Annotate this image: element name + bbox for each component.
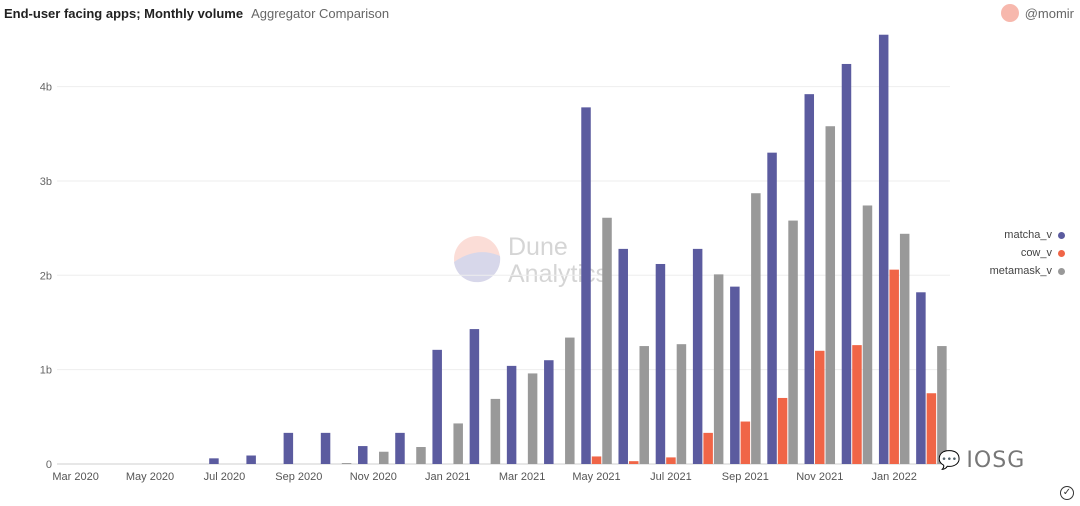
bar-metamask_v-8[interactable] (379, 451, 389, 464)
legend-item-cow[interactable]: cow_v (975, 244, 1065, 262)
bar-cow_v-16[interactable] (666, 457, 676, 464)
chart-header: End-user facing apps; Monthly volume Agg… (4, 6, 389, 24)
x-tick-label: Jan 2022 (872, 471, 917, 483)
y-axis: 0 1b 2b 3b 4b (40, 82, 52, 471)
bar-metamask_v-12[interactable] (527, 373, 538, 464)
bar-matcha_v-17[interactable] (692, 248, 703, 464)
x-tick-label: Jul 2020 (204, 471, 246, 483)
bar-matcha_v-23[interactable] (916, 292, 926, 464)
x-tick-label: Sep 2021 (722, 471, 769, 483)
bar-cow_v-22[interactable] (889, 269, 899, 464)
dune-wordmark-line1: Dune (508, 233, 568, 261)
x-axis: Mar 2020 May 2020 Jul 2020 Sep 2020 Nov 2020… (52, 471, 916, 483)
bar-metamask_v-10[interactable] (453, 423, 463, 464)
bar-metamask_v-23[interactable] (937, 346, 947, 464)
bar-matcha_v-13[interactable] (544, 360, 554, 464)
author-handle[interactable]: @momir (1024, 5, 1074, 21)
x-tick-label: Jul 2021 (650, 471, 692, 483)
bar-cow_v-14[interactable] (591, 456, 602, 464)
bar-matcha_v-19[interactable] (767, 152, 777, 465)
chart-subtitle: Aggregator Comparison (251, 6, 390, 21)
bar-matcha_v-22[interactable] (878, 34, 889, 464)
dune-logo-shadow (454, 252, 501, 283)
bar-matcha_v-16[interactable] (655, 263, 666, 464)
x-tick-label: Mar 2021 (499, 471, 545, 483)
bar-cow_v-19[interactable] (777, 397, 788, 464)
bar-metamask_v-15[interactable] (639, 346, 649, 464)
y-tick-label: 4b (40, 82, 52, 94)
bar-matcha_v-21[interactable] (841, 63, 852, 465)
bar-matcha_v-10[interactable] (432, 349, 442, 464)
bar-matcha_v-14[interactable] (581, 107, 591, 464)
bar-matcha_v-12[interactable] (506, 365, 517, 464)
bar-metamask_v-7[interactable] (341, 463, 352, 464)
bar-metamask_v-21[interactable] (862, 205, 873, 465)
bar-cow_v-23[interactable] (926, 393, 937, 464)
y-tick-label: 1b (40, 365, 52, 377)
bar-metamask_v-20[interactable] (825, 126, 836, 465)
bar-cow_v-20[interactable] (815, 350, 825, 464)
legend-item-metamask[interactable]: metamask_v (975, 262, 1065, 280)
check-circle-icon[interactable]: ✓ (1060, 486, 1074, 500)
bar-matcha_v-6[interactable] (283, 432, 294, 464)
bar-metamask_v-17[interactable] (713, 274, 724, 464)
iosg-watermark: 💬 IOSG (938, 448, 1025, 473)
dune-logo-icon (454, 236, 500, 282)
dune-analytics-watermark: Dune Analytics (454, 233, 608, 288)
bar-matcha_v-9[interactable] (395, 432, 405, 464)
legend-swatch (1058, 249, 1065, 257)
bar-matcha_v-8[interactable] (358, 446, 368, 464)
y-tick-label: 2b (40, 270, 52, 282)
legend-swatch (1058, 267, 1065, 275)
bar-cow_v-17[interactable] (703, 432, 713, 464)
bar-cow_v-15[interactable] (628, 461, 639, 464)
legend-swatch (1058, 231, 1065, 239)
x-tick-label: Nov 2020 (350, 471, 397, 483)
x-tick-label: Nov 2021 (796, 471, 843, 483)
x-tick-label: Jan 2021 (425, 471, 470, 483)
legend: matcha_v cow_v metamask_v (975, 226, 1065, 280)
legend-item-matcha[interactable]: matcha_v (975, 226, 1065, 244)
bar-cow_v-18[interactable] (740, 421, 751, 464)
chart-title: End-user facing apps; Monthly volume (4, 6, 244, 21)
y-tick-label: 3b (40, 176, 52, 188)
x-tick-label: May 2020 (126, 471, 174, 483)
gridlines (57, 86, 950, 465)
bar-metamask_v-16[interactable] (676, 344, 687, 464)
author-badge[interactable]: @momir (1000, 4, 1074, 22)
x-tick-label: May 2021 (572, 471, 620, 483)
iosg-wordmark: IOSG (966, 448, 1026, 473)
bar-metamask_v-9[interactable] (416, 447, 426, 464)
bar-metamask_v-14[interactable] (602, 217, 612, 464)
bar-matcha_v-5[interactable] (246, 455, 256, 464)
bar-metamask_v-11[interactable] (490, 398, 501, 464)
bar-metamask_v-13[interactable] (565, 337, 575, 464)
bar-matcha_v-18[interactable] (730, 286, 740, 464)
bar-matcha_v-4[interactable] (209, 458, 219, 464)
bar-metamask_v-22[interactable] (899, 233, 910, 464)
bar-matcha_v-7[interactable] (320, 432, 331, 464)
bar-metamask_v-19[interactable] (788, 220, 798, 464)
y-tick-label: 0 (46, 459, 52, 471)
bar-matcha_v-20[interactable] (804, 94, 815, 464)
legend-label: cow_v (1020, 247, 1052, 259)
bar-metamask_v-18[interactable] (751, 193, 761, 464)
avatar (1000, 4, 1019, 22)
legend-label: metamask_v (989, 265, 1052, 277)
bars (209, 34, 947, 465)
wechat-icon: 💬 (938, 450, 961, 470)
bar-matcha_v-15[interactable] (618, 248, 628, 464)
legend-label: matcha_v (1004, 229, 1052, 241)
x-tick-label: Sep 2020 (275, 471, 322, 483)
x-tick-label: Mar 2020 (52, 471, 98, 483)
dune-wordmark-line2: Analytics (508, 260, 608, 288)
bar-matcha_v-11[interactable] (469, 329, 480, 464)
bar-cow_v-21[interactable] (852, 345, 862, 464)
